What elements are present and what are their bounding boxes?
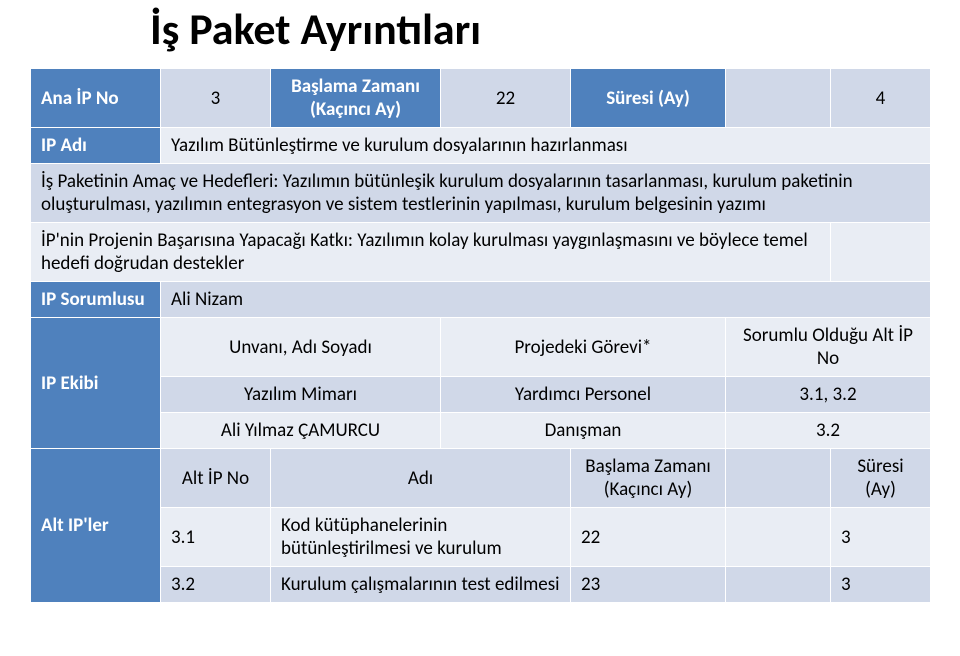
value-ip-adi: Yazılım Bütünleştirme ve kurulum dosyala…: [161, 128, 931, 164]
row-sorumlu: IP Sorumlusu Ali Nizam: [31, 282, 931, 318]
ekibi-unvan: Yazılım Mimarı: [161, 377, 441, 413]
spacer-cell: [831, 223, 931, 282]
altip-sure: 3: [831, 567, 931, 603]
value-suresi: 4: [831, 69, 931, 128]
altip-baslama: 22: [571, 508, 726, 567]
row-ip-adi: IP Adı Yazılım Bütünleştirme ve kurulum …: [31, 128, 931, 164]
spacer-cell: [726, 449, 831, 508]
altip-sure: 3: [831, 508, 931, 567]
label-baslama: Başlama Zamanı (Kaçıncı Ay): [271, 69, 441, 128]
spacer-cell: [726, 69, 831, 128]
row-ekibi-1: Yazılım Mimarı Yardımcı Personel 3.1, 3.…: [31, 377, 931, 413]
label-altip-baslama: Başlama Zamanı (Kaçıncı Ay): [571, 449, 726, 508]
label-altip-suresi: Süresi (Ay): [831, 449, 931, 508]
slide: İş Paket Ayrıntıları Ana İP No 3 Başlama…: [0, 0, 960, 656]
ekibi-gorev: Yardımcı Personel: [441, 377, 726, 413]
label-altip: Alt IP'ler: [31, 449, 161, 603]
row-altip-header: Alt IP'ler Alt İP No Adı Başlama Zamanı …: [31, 449, 931, 508]
text-amac: İş Paketinin Amaç ve Hedefleri: Yazılımı…: [31, 164, 931, 223]
ekibi-alt: 3.1, 3.2: [726, 377, 931, 413]
page-title: İş Paket Ayrıntıları: [30, 0, 930, 68]
ekibi-unvan: Ali Yılmaz ÇAMURCU: [161, 413, 441, 449]
label-ana-ip-no: Ana İP No: [31, 69, 161, 128]
label-gorev: Projedeki Görevi*: [441, 318, 726, 377]
spacer-cell: [726, 567, 831, 603]
row-katki: İP'nin Projenin Başarısına Yapacağı Katk…: [31, 223, 931, 282]
spacer-cell: [726, 508, 831, 567]
label-altipno: Alt İP No: [161, 449, 271, 508]
value-baslama: 22: [441, 69, 571, 128]
altip-baslama: 23: [571, 567, 726, 603]
altip-adi: Kurulum çalışmalarının test edilmesi: [271, 567, 571, 603]
row-ekibi-header: IP Ekibi Unvanı, Adı Soyadı Projedeki Gö…: [31, 318, 931, 377]
label-unvan: Unvanı, Adı Soyadı: [161, 318, 441, 377]
label-sorumlu-alt: Sorumlu Olduğu Alt İP No: [726, 318, 931, 377]
row-ekibi-2: Ali Yılmaz ÇAMURCU Danışman 3.2: [31, 413, 931, 449]
row-amac: İş Paketinin Amaç ve Hedefleri: Yazılımı…: [31, 164, 931, 223]
label-ip-adi: IP Adı: [31, 128, 161, 164]
row-ana-ip: Ana İP No 3 Başlama Zamanı (Kaçıncı Ay) …: [31, 69, 931, 128]
ekibi-alt: 3.2: [726, 413, 931, 449]
value-sorumlu: Ali Nizam: [161, 282, 931, 318]
altip-no: 3.2: [161, 567, 271, 603]
altip-adi: Kod kütüphanelerinin bütünleştirilmesi v…: [271, 508, 571, 567]
row-altip-1: 3.1 Kod kütüphanelerinin bütünleştirilme…: [31, 508, 931, 567]
text-katki: İP'nin Projenin Başarısına Yapacağı Katk…: [31, 223, 831, 282]
altip-no: 3.1: [161, 508, 271, 567]
ekibi-gorev: Danışman: [441, 413, 726, 449]
value-ana-ip-no: 3: [161, 69, 271, 128]
label-suresi: Süresi (Ay): [571, 69, 726, 128]
label-sorumlu: IP Sorumlusu: [31, 282, 161, 318]
label-altip-adi: Adı: [271, 449, 571, 508]
row-altip-2: 3.2 Kurulum çalışmalarının test edilmesi…: [31, 567, 931, 603]
label-ekibi: IP Ekibi: [31, 318, 161, 449]
detail-table: Ana İP No 3 Başlama Zamanı (Kaçıncı Ay) …: [30, 68, 931, 603]
